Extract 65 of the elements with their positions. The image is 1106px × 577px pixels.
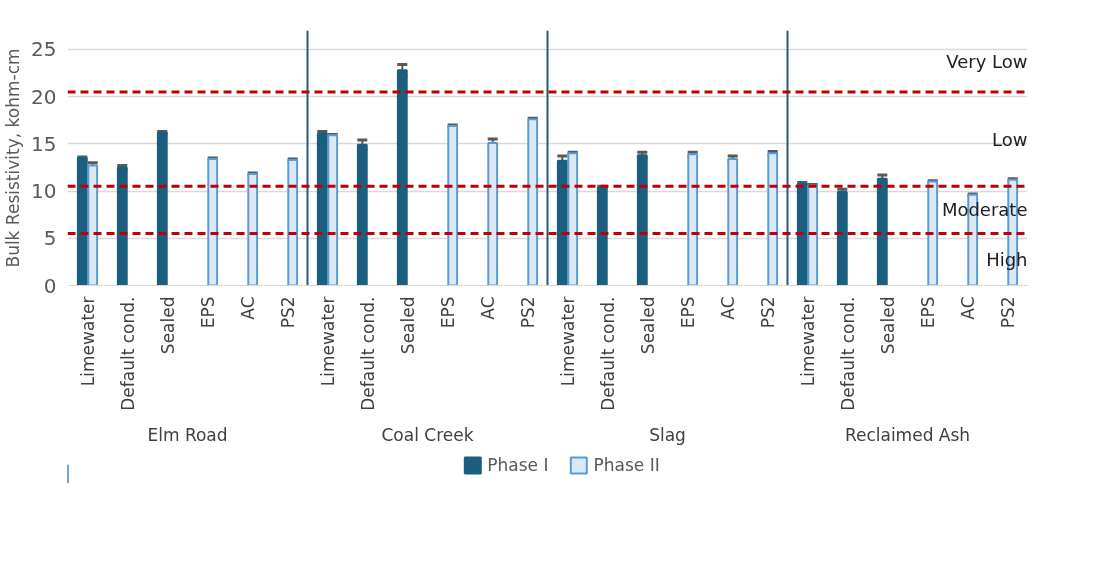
x-tick-label: EPS (917, 296, 938, 329)
x-tick-label: EPS (677, 296, 698, 329)
bar (836, 191, 848, 286)
legend-label: Phase II (593, 455, 660, 475)
y-tick-label: 15 (31, 131, 57, 156)
x-tick-label: Default cond. (597, 296, 618, 411)
x-tick-label: Sealed (397, 296, 418, 355)
x-tick-label: Limewater (317, 296, 338, 387)
bar (596, 186, 608, 286)
bar (687, 153, 699, 286)
x-tick-label: PS2 (757, 296, 778, 329)
x-tick-label: AC (237, 296, 258, 320)
bar (396, 69, 408, 286)
bar (116, 166, 128, 286)
bar (87, 164, 99, 286)
x-tick-label: Sealed (877, 296, 898, 355)
bar (556, 159, 568, 286)
x-tick-label: Default cond. (357, 296, 378, 411)
y-axis-title: Bulk Resistivity, kohm-cm (3, 48, 24, 268)
y-tick-label: 20 (31, 84, 57, 109)
text: Coal Creek (381, 424, 474, 445)
x-tick-label: Sealed (157, 296, 178, 355)
bar (316, 132, 328, 286)
bar (156, 131, 168, 286)
bar (727, 157, 739, 286)
bar (356, 143, 368, 286)
bar (567, 152, 579, 286)
text: Reclaimed Ash (844, 424, 971, 445)
bar (807, 184, 819, 286)
x-tick-label: AC (717, 296, 738, 320)
text: Slag (649, 424, 686, 445)
y-tick-label: 25 (31, 37, 57, 62)
annotation: Low (992, 128, 1028, 150)
y-tick-label: 10 (31, 179, 57, 204)
x-tick-label: AC (957, 296, 978, 320)
bar (927, 180, 939, 286)
x-tick-label: PS2 (277, 296, 298, 329)
bar (876, 177, 888, 286)
x-tick-label: EPS (437, 296, 458, 329)
bar (76, 157, 88, 286)
x-tick-label: Default cond. (117, 296, 138, 411)
x-tick-label: PS2 (997, 296, 1018, 329)
x-tick-label: Limewater (557, 296, 578, 387)
bar (207, 157, 219, 286)
bar (796, 182, 808, 286)
y-tick-label: 0 (43, 273, 57, 298)
bar (527, 118, 539, 286)
bar (767, 152, 779, 286)
bar (487, 141, 499, 286)
bar (287, 158, 299, 286)
x-tick-label: EPS (197, 296, 218, 329)
x-tick-label: AC (477, 296, 498, 320)
x-tick-label: PS2 (517, 296, 538, 329)
legend-label: Phase I (487, 455, 549, 475)
bar (447, 124, 459, 286)
bar (636, 154, 648, 286)
annotation: Very Low (946, 50, 1028, 72)
bar (247, 173, 259, 286)
y-tick-label: 5 (43, 226, 57, 251)
bar (327, 134, 339, 286)
x-tick-label: Limewater (797, 296, 818, 387)
x-tick-label: Limewater (77, 296, 98, 387)
x-tick-label: Sealed (637, 296, 658, 355)
text: Elm Road (147, 424, 228, 445)
x-tick-label: Default cond. (837, 296, 858, 411)
